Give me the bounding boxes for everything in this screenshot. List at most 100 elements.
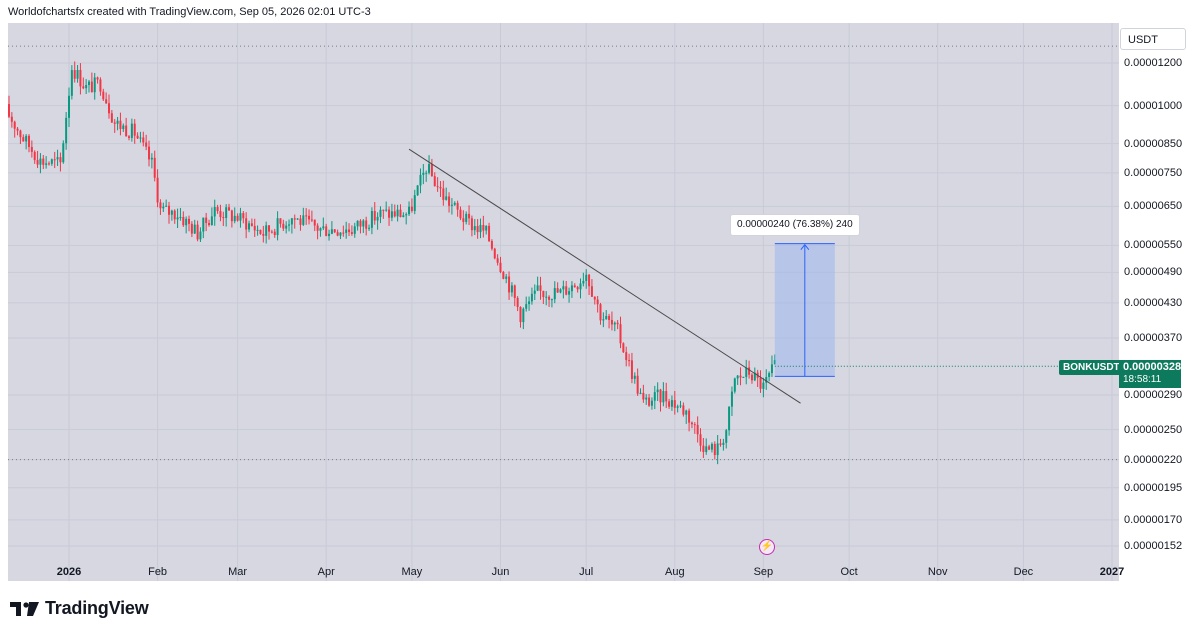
price-axis[interactable] — [1119, 23, 1199, 581]
candle-up — [716, 443, 719, 456]
candle-up — [328, 233, 331, 237]
candle-down — [576, 287, 579, 290]
candle-up — [742, 376, 745, 378]
candle-up — [753, 372, 756, 381]
candle-down — [750, 374, 753, 381]
candle-up — [416, 185, 419, 196]
candle-up — [730, 391, 733, 407]
price-tick-label: 0.00000650 — [1124, 200, 1183, 213]
candle-down — [636, 375, 639, 394]
candle-up — [265, 225, 268, 236]
candle-up — [368, 227, 371, 229]
candle-up — [745, 367, 748, 377]
candle-down — [59, 157, 62, 163]
candle-up — [645, 397, 648, 400]
candle-down — [348, 229, 351, 233]
candle-up — [550, 299, 553, 301]
candle-up — [213, 207, 216, 217]
event-marker-icon[interactable]: ⚡ — [759, 539, 775, 555]
candle-up — [162, 206, 165, 209]
candle-up — [353, 226, 356, 234]
candle-down — [482, 224, 485, 231]
time-tick-label: Jul — [579, 566, 594, 578]
candle-up — [122, 125, 125, 130]
candle-up — [88, 81, 91, 86]
candle-down — [250, 223, 253, 226]
candle-down — [90, 81, 93, 93]
candle-down — [388, 209, 391, 218]
candle-up — [510, 285, 513, 293]
price-tick-label: 0.00000550 — [1124, 239, 1183, 252]
candle-up — [408, 206, 411, 215]
candle-up — [233, 215, 236, 222]
tradingview-logo[interactable]: TradingView — [10, 598, 149, 619]
candle-down — [696, 424, 699, 435]
time-tick-label: 2026 — [56, 566, 82, 578]
candle-up — [39, 158, 42, 165]
candle-down — [308, 215, 311, 220]
candle-down — [542, 290, 545, 297]
candle-down — [608, 315, 611, 320]
price-tick-label: 0.00000490 — [1124, 266, 1183, 279]
candle-up — [553, 288, 556, 300]
candle-down — [105, 99, 108, 104]
candle-down — [159, 202, 162, 209]
candle-down — [316, 225, 319, 231]
candle-down — [99, 79, 102, 92]
candle-down — [270, 231, 273, 233]
candle-up — [545, 296, 548, 298]
time-tick-label: 2027 — [1099, 566, 1125, 578]
candle-up — [679, 405, 682, 407]
candle-up — [70, 70, 73, 96]
candle-up — [465, 213, 468, 222]
candle-down — [128, 136, 131, 138]
candle-down — [628, 360, 631, 362]
candle-down — [79, 69, 82, 87]
candle-down — [513, 285, 516, 298]
candle-down — [688, 410, 691, 423]
candle-up — [256, 229, 259, 231]
candle-up — [202, 217, 205, 232]
candle-up — [662, 391, 665, 403]
price-tick-label: 0.00000195 — [1124, 481, 1183, 494]
candle-up — [525, 304, 528, 309]
candle-down — [610, 319, 613, 325]
tradingview-logo-icon — [10, 601, 39, 616]
candle-down — [82, 86, 85, 89]
candle-down — [219, 211, 222, 218]
candle-up — [45, 163, 48, 165]
candle-up — [402, 215, 405, 218]
candle-up — [176, 217, 179, 220]
candle-up — [50, 159, 53, 164]
candle-down — [205, 217, 208, 223]
candle-down — [702, 445, 705, 452]
candle-down — [242, 213, 245, 219]
candle-up — [419, 174, 422, 186]
candle-down — [133, 123, 136, 136]
candle-down — [310, 219, 313, 221]
candle-down — [273, 231, 276, 236]
candle-down — [619, 324, 622, 344]
candle-up — [239, 213, 242, 221]
candle-down — [196, 224, 199, 240]
candle-up — [370, 210, 373, 228]
time-tick-label: Jun — [491, 566, 510, 578]
candle-down — [399, 209, 402, 218]
candle-down — [539, 285, 542, 291]
price-chart[interactable] — [8, 23, 1119, 581]
currency-unit-button[interactable]: USDT — [1120, 28, 1186, 50]
candle-down — [436, 186, 439, 188]
candle-up — [422, 172, 425, 175]
candle-up — [733, 378, 736, 392]
candle-down — [10, 116, 13, 122]
candle-down — [590, 286, 593, 297]
candle-down — [148, 146, 151, 160]
candle-down — [282, 223, 285, 229]
candle-up — [762, 382, 765, 389]
candle-down — [253, 225, 256, 231]
price-tick-label: 0.00000250 — [1124, 423, 1183, 436]
time-tick-label: Nov — [927, 566, 948, 578]
candle-down — [470, 218, 473, 231]
candle-up — [728, 406, 731, 431]
candle-down — [448, 196, 451, 206]
